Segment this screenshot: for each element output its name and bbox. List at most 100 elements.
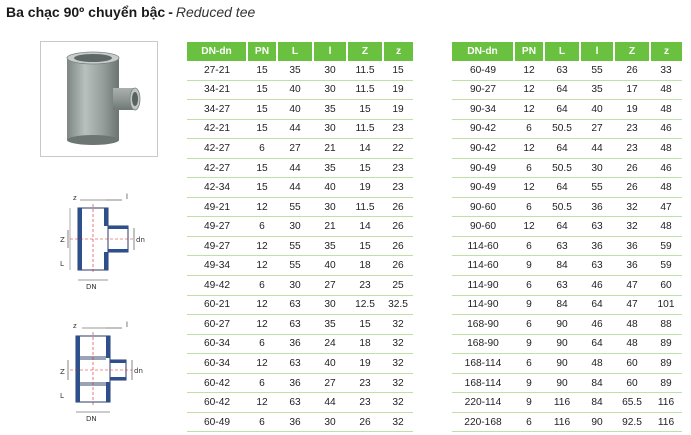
table-cell: 48 xyxy=(650,80,682,101)
table-cell: 12.5 xyxy=(347,295,383,316)
table-cell: 48 xyxy=(580,353,614,374)
table-cell: 60-49 xyxy=(187,412,247,433)
table-cell: 60 xyxy=(614,353,650,374)
table-cell: 32 xyxy=(383,412,413,433)
table-cell: 27 xyxy=(277,138,313,159)
table-cell: 6 xyxy=(247,138,277,159)
table-cell: 12 xyxy=(247,392,277,413)
table-cell: 63 xyxy=(277,392,313,413)
table-cell: 63 xyxy=(544,61,580,81)
label-dn-2: dn xyxy=(134,367,143,375)
table-cell: 19 xyxy=(383,99,413,120)
table-row: 114-90 6 63 46 47 60 xyxy=(452,275,682,296)
table-row: 42-27 15 44 35 15 23 xyxy=(187,158,413,179)
table-cell: 101 xyxy=(650,295,682,316)
table-cell: 84 xyxy=(580,392,614,413)
table-cell: 90-49 xyxy=(452,177,514,198)
table-cell: 63 xyxy=(277,353,313,374)
table-cell: 32 xyxy=(383,334,413,355)
table-cell: 26 xyxy=(614,61,650,81)
table-cell: 42-27 xyxy=(187,158,247,179)
table-cell: 60-49 xyxy=(452,61,514,81)
table-cell: 64 xyxy=(544,80,580,101)
table-cell: 30 xyxy=(313,61,347,81)
table-cell: 12 xyxy=(247,255,277,277)
table-row: 60-34 6 36 24 18 32 xyxy=(187,334,413,355)
table-cell: 47 xyxy=(614,275,650,296)
table-cell: 11.5 xyxy=(347,197,383,218)
table-cell: 15 xyxy=(247,80,277,101)
label-L-2: L xyxy=(60,392,64,400)
table-cell: 6 xyxy=(247,275,277,296)
table-cell: 30 xyxy=(313,197,347,218)
table-cell: 32.5 xyxy=(383,295,413,316)
table-cell: 35 xyxy=(313,99,347,120)
table-cell: 32 xyxy=(614,197,650,218)
label-L: L xyxy=(60,260,64,268)
spec-table-right: DN-dn PN L l Z z 60-49 12 63 55 26 33 90-27 12 6… xyxy=(452,42,682,433)
table-cell: 6 xyxy=(514,197,544,218)
table-row: 60-27 12 63 35 15 32 xyxy=(187,314,413,335)
table-cell: 33 xyxy=(650,61,682,81)
table-cell: 90-49 xyxy=(452,158,514,179)
label-dn: dn xyxy=(136,236,145,244)
tee-socket-diagram: z l Z L dn DN xyxy=(60,321,143,423)
table-cell: 50.5 xyxy=(544,158,580,179)
table-cell: 30 xyxy=(313,412,347,433)
table-cell: 23 xyxy=(614,119,650,140)
table-cell: 19 xyxy=(347,353,383,374)
table-cell: 12 xyxy=(247,236,277,257)
table-cell: 89 xyxy=(650,353,682,374)
table-cell: 15 xyxy=(247,99,277,120)
table-row: 90-49 6 50.5 30 26 46 xyxy=(452,158,682,179)
table-cell: 90 xyxy=(544,373,580,394)
table-cell: 90-60 xyxy=(452,216,514,237)
title-english: Reduced tee xyxy=(175,4,256,20)
table-cell: 12 xyxy=(514,99,544,120)
col-header-Z: Z xyxy=(347,42,384,61)
table-cell: 168-114 xyxy=(452,373,514,394)
table-row: 42-27 6 27 21 14 22 xyxy=(187,138,413,159)
table-cell: 63 xyxy=(277,314,313,335)
table-cell: 15 xyxy=(347,236,383,257)
table-cell: 18 xyxy=(347,255,383,277)
table-cell: 23 xyxy=(347,392,383,413)
table-cell: 25 xyxy=(383,275,413,296)
table-cell: 60 xyxy=(614,373,650,394)
table-cell: 44 xyxy=(580,138,614,159)
table-cell: 6 xyxy=(514,275,544,296)
table-cell: 15 xyxy=(347,158,383,179)
col-header-pn: PN xyxy=(514,42,545,61)
table-row: 49-42 6 30 27 23 25 xyxy=(187,275,413,296)
table-row: 168-90 6 90 46 48 88 xyxy=(452,314,682,335)
table-cell: 15 xyxy=(247,177,277,198)
table-cell: 26 xyxy=(347,412,383,433)
table-cell: 92.5 xyxy=(614,412,650,433)
table-cell: 84 xyxy=(544,255,580,277)
label-DN: DN xyxy=(86,283,97,290)
table-cell: 36 xyxy=(614,255,650,277)
title-separator: - xyxy=(168,4,173,20)
table-cell: 55 xyxy=(277,255,313,277)
table-row: 220-168 6 116 90 92.5 116 xyxy=(452,412,682,433)
table-cell: 55 xyxy=(580,177,614,198)
table-row: 168-114 9 90 84 60 89 xyxy=(452,373,682,394)
table-cell: 30 xyxy=(580,158,614,179)
table-cell: 23 xyxy=(614,138,650,159)
table-cell: 23 xyxy=(347,373,383,394)
table-cell: 63 xyxy=(277,295,313,316)
table-row: 220-114 9 116 84 65.5 116 xyxy=(452,392,682,413)
table-cell: 55 xyxy=(277,236,313,257)
table-cell: 60-21 xyxy=(187,295,247,316)
table-cell: 48 xyxy=(650,216,682,237)
table-cell: 12 xyxy=(514,177,544,198)
table-cell: 30 xyxy=(313,295,347,316)
col-header-Z: Z xyxy=(614,42,651,61)
table-cell: 36 xyxy=(277,334,313,355)
table-cell: 6 xyxy=(247,373,277,394)
label-l-2: l xyxy=(126,321,128,329)
table-cell: 90-42 xyxy=(452,138,514,159)
table-cell: 14 xyxy=(347,216,383,237)
table-row: 90-49 12 64 55 26 48 xyxy=(452,177,682,198)
table-cell: 44 xyxy=(277,119,313,140)
